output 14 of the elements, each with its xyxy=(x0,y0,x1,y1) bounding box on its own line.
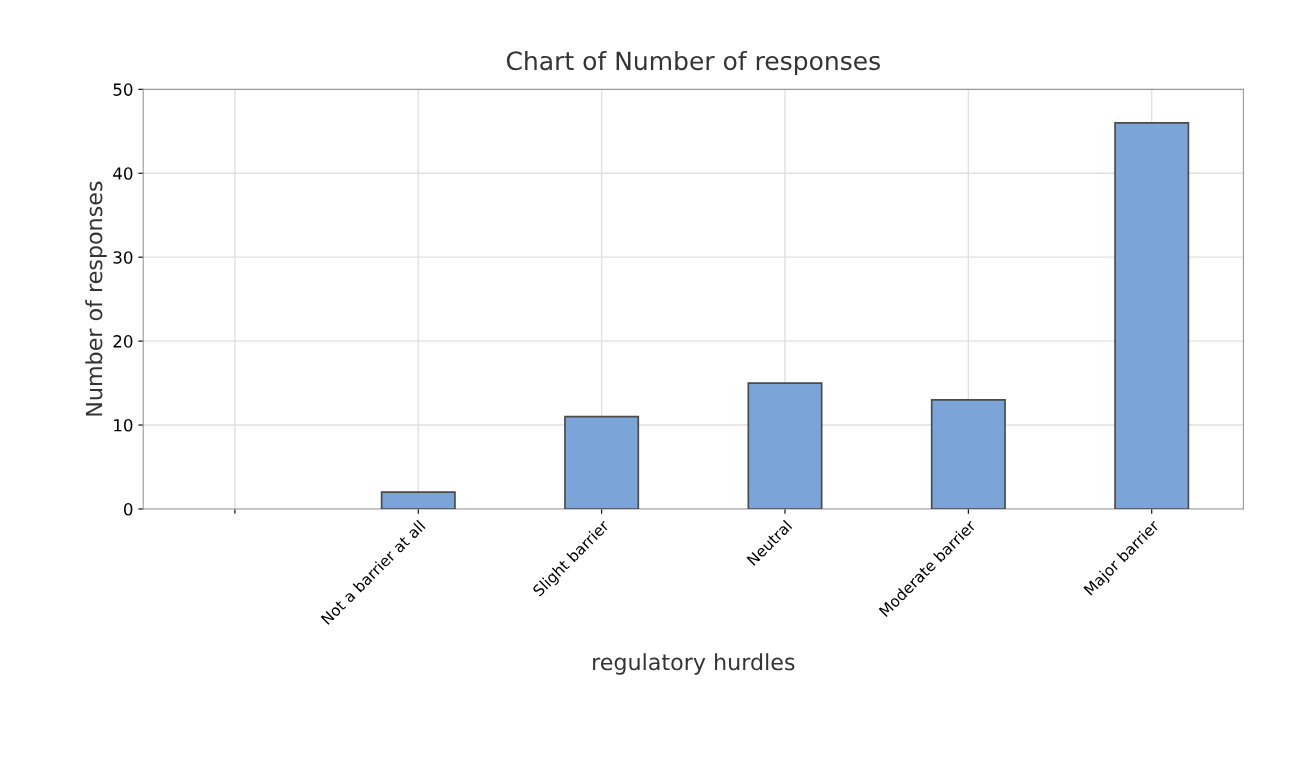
x-axis-title: regulatory hurdles xyxy=(593,653,795,675)
bar xyxy=(564,415,640,509)
y-axis-title: Number of responses xyxy=(85,181,107,416)
y-tick-label: 20 xyxy=(113,335,133,348)
bar xyxy=(1114,122,1190,509)
y-tick-label: 0 xyxy=(123,502,133,516)
y-tick-label: 50 xyxy=(113,83,133,96)
bar xyxy=(747,382,823,509)
y-tick-label: 10 xyxy=(114,419,133,432)
bar xyxy=(380,491,456,509)
chart-title: Chart of Number of responses xyxy=(506,50,880,76)
y-tick-label: 30 xyxy=(113,251,133,264)
y-tick-label: 40 xyxy=(113,167,133,180)
bar xyxy=(930,399,1006,509)
